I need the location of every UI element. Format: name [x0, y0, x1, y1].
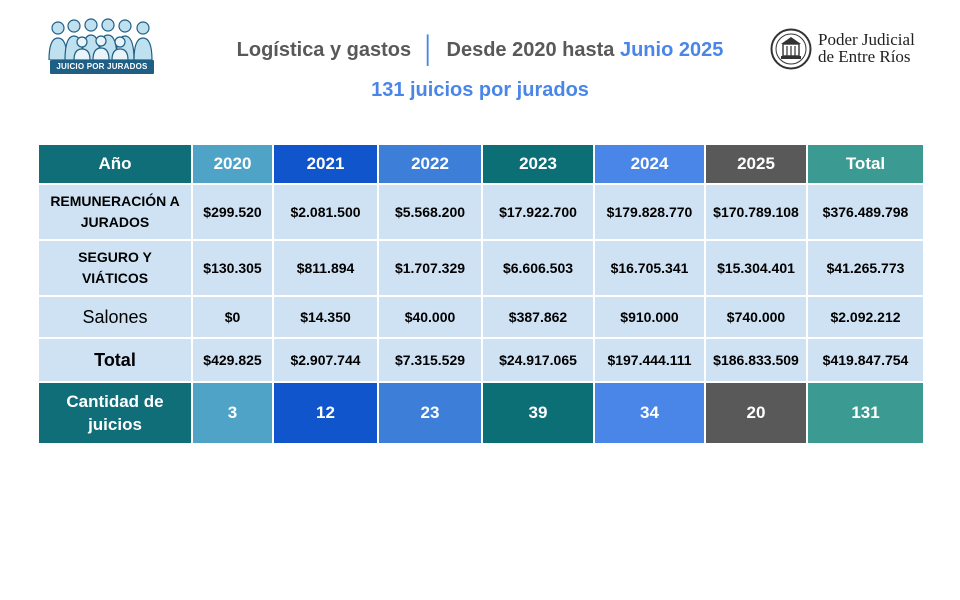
cell-2024: $179.828.770 [595, 185, 704, 239]
row-label-line-1: REMUNERACIÓN A [50, 193, 180, 209]
row-label: Cantidad de juicios [39, 383, 191, 443]
cell-2021: $811.894 [274, 241, 377, 295]
cell-2020: $299.520 [193, 185, 272, 239]
cell-2022: $7.315.529 [379, 339, 481, 381]
cell-2024: $197.444.111 [595, 339, 704, 381]
count-2023: 39 [483, 383, 593, 443]
cell-2024: $910.000 [595, 297, 704, 337]
cell-total: $41.265.773 [808, 241, 923, 295]
title-accent: Junio 2025 [619, 39, 724, 61]
cell-2022: $40.000 [379, 297, 481, 337]
count-2024: 34 [595, 383, 704, 443]
title-separator: │ [420, 34, 437, 64]
row-label-line-1: Cantidad de [66, 392, 164, 411]
cell-2020: $0 [193, 297, 272, 337]
count-2020: 3 [193, 383, 272, 443]
header-cell-2020: 2020 [193, 145, 272, 183]
logo-line-1: Poder Judicial [818, 30, 915, 49]
juicio-por-jurados-logo: JUICIO POR JURADOS [48, 16, 156, 76]
title-mid: Desde 2020 hasta [446, 39, 615, 61]
table-row-cantidad-juicios: Cantidad de juicios 3 12 23 39 34 20 131 [39, 383, 923, 443]
header-cell-anio: Año [39, 145, 191, 183]
table-row-seguro-viaticos: SEGURO Y VIÁTICOS $130.305 $811.894 $1.7… [39, 241, 923, 295]
cell-2024: $16.705.341 [595, 241, 704, 295]
cell-2021: $2.907.744 [274, 339, 377, 381]
cell-2023: $387.862 [483, 297, 593, 337]
cell-2025: $15.304.401 [706, 241, 806, 295]
logo-banner-text: JUICIO POR JURADOS [50, 60, 154, 74]
row-label-line-2: juicios [88, 415, 142, 434]
table-row-salones: Salones $0 $14.350 $40.000 $387.862 $910… [39, 297, 923, 337]
cell-2021: $2.081.500 [274, 185, 377, 239]
row-label: Total [39, 339, 191, 381]
table-header-row: Año 2020 2021 2022 2023 2024 2025 Total [39, 145, 923, 183]
cell-2025: $170.789.108 [706, 185, 806, 239]
header-cell-total: Total [808, 145, 923, 183]
expenses-table: Año 2020 2021 2022 2023 2024 2025 Total … [37, 143, 925, 445]
row-label: Salones [39, 297, 191, 337]
row-label-line-2: VIÁTICOS [81, 270, 149, 286]
cell-2025: $186.833.509 [706, 339, 806, 381]
cell-2025: $740.000 [706, 297, 806, 337]
table-row-total: Total $429.825 $2.907.744 $7.315.529 $24… [39, 339, 923, 381]
header-cell-2023: 2023 [483, 145, 593, 183]
row-label-line-2: JURADOS [80, 214, 150, 230]
cell-2022: $1.707.329 [379, 241, 481, 295]
judicial-seal-icon [770, 28, 812, 70]
poder-judicial-logo: Poder Judicial de Entre Ríos [770, 28, 940, 72]
cell-2020: $429.825 [193, 339, 272, 381]
cell-2023: $24.917.065 [483, 339, 593, 381]
header-cell-2021: 2021 [274, 145, 377, 183]
cell-2023: $17.922.700 [483, 185, 593, 239]
header-cell-2025: 2025 [706, 145, 806, 183]
count-2025: 20 [706, 383, 806, 443]
cell-total: $2.092.212 [808, 297, 923, 337]
jurors-group-icon [48, 18, 153, 60]
cell-2021: $14.350 [274, 297, 377, 337]
count-total: 131 [808, 383, 923, 443]
title-main: Logística y gastos [236, 39, 412, 61]
page-subtitle: 131 juicios por jurados [371, 79, 589, 101]
row-label: SEGURO Y VIÁTICOS [39, 241, 191, 295]
cell-total: $419.847.754 [808, 339, 923, 381]
cell-2023: $6.606.503 [483, 241, 593, 295]
header-cell-2024: 2024 [595, 145, 704, 183]
cell-2022: $5.568.200 [379, 185, 481, 239]
logo-line-2: de Entre Ríos [818, 47, 911, 66]
poder-judicial-text: Poder Judicial de Entre Ríos [818, 31, 915, 65]
count-2022: 23 [379, 383, 481, 443]
page-title: Logística y gastos │ Desde 2020 hasta Ju… [0, 34, 960, 65]
cell-2020: $130.305 [193, 241, 272, 295]
header-cell-2022: 2022 [379, 145, 481, 183]
table-row-remuneracion: REMUNERACIÓN A JURADOS $299.520 $2.081.5… [39, 185, 923, 239]
count-2021: 12 [274, 383, 377, 443]
row-label-line-1: SEGURO Y [78, 249, 152, 265]
cell-total: $376.489.798 [808, 185, 923, 239]
row-label: REMUNERACIÓN A JURADOS [39, 185, 191, 239]
